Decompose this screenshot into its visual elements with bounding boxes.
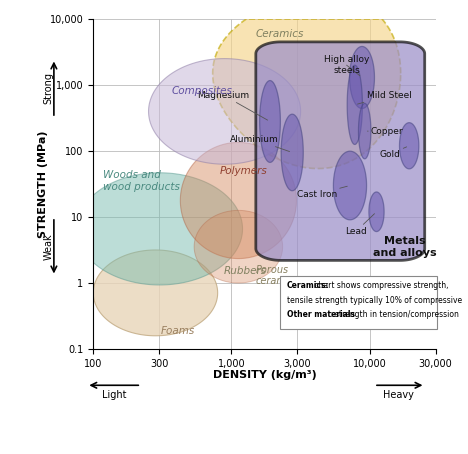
Polygon shape: [212, 19, 401, 168]
Text: Composites: Composites: [172, 86, 233, 96]
Polygon shape: [148, 59, 300, 164]
Text: Foams: Foams: [161, 326, 196, 336]
FancyBboxPatch shape: [280, 276, 438, 329]
Text: Lead: Lead: [345, 214, 374, 236]
Polygon shape: [256, 42, 424, 261]
Text: Gold: Gold: [380, 147, 407, 158]
Text: Heavy: Heavy: [382, 390, 413, 400]
Text: Aluminium: Aluminium: [230, 135, 290, 152]
Text: Mild Steel: Mild Steel: [358, 91, 411, 104]
Text: Woods and
wood products: Woods and wood products: [103, 170, 180, 192]
Text: Strong: Strong: [44, 72, 54, 104]
Polygon shape: [180, 143, 296, 259]
Text: Weak: Weak: [44, 233, 54, 260]
Text: Porous
ceramics: Porous ceramics: [256, 265, 300, 286]
Polygon shape: [369, 192, 384, 232]
Polygon shape: [260, 80, 280, 163]
Polygon shape: [347, 65, 362, 144]
Text: Ceramics:: Ceramics:: [287, 281, 329, 291]
Text: : strength in tension/compression: : strength in tension/compression: [329, 310, 458, 319]
Polygon shape: [281, 114, 303, 191]
Text: Magnesium: Magnesium: [197, 91, 268, 120]
Text: Light: Light: [102, 390, 126, 400]
Polygon shape: [333, 151, 366, 220]
Polygon shape: [400, 123, 419, 169]
Text: High alloy
steels: High alloy steels: [324, 55, 369, 76]
Text: Rubbers: Rubbers: [224, 266, 267, 276]
Polygon shape: [350, 46, 374, 109]
Polygon shape: [194, 210, 283, 283]
Text: Copper: Copper: [367, 127, 403, 136]
Y-axis label: STRENGTH (MPa): STRENGTH (MPa): [38, 130, 48, 238]
Text: Polymers: Polymers: [219, 166, 267, 176]
Text: tensile strength typically 10% of compressive: tensile strength typically 10% of compre…: [287, 296, 462, 305]
Text: Ceramics: Ceramics: [256, 29, 304, 39]
Polygon shape: [93, 250, 218, 336]
Text: Cast Iron: Cast Iron: [297, 186, 347, 199]
X-axis label: DENSITY (kg/m³): DENSITY (kg/m³): [212, 370, 316, 380]
Polygon shape: [358, 104, 371, 159]
Text: Other materials: Other materials: [287, 310, 355, 319]
Text: chart shows compressive strength,: chart shows compressive strength,: [312, 281, 449, 291]
Polygon shape: [77, 173, 242, 285]
Text: Metals
and alloys: Metals and alloys: [373, 236, 437, 258]
